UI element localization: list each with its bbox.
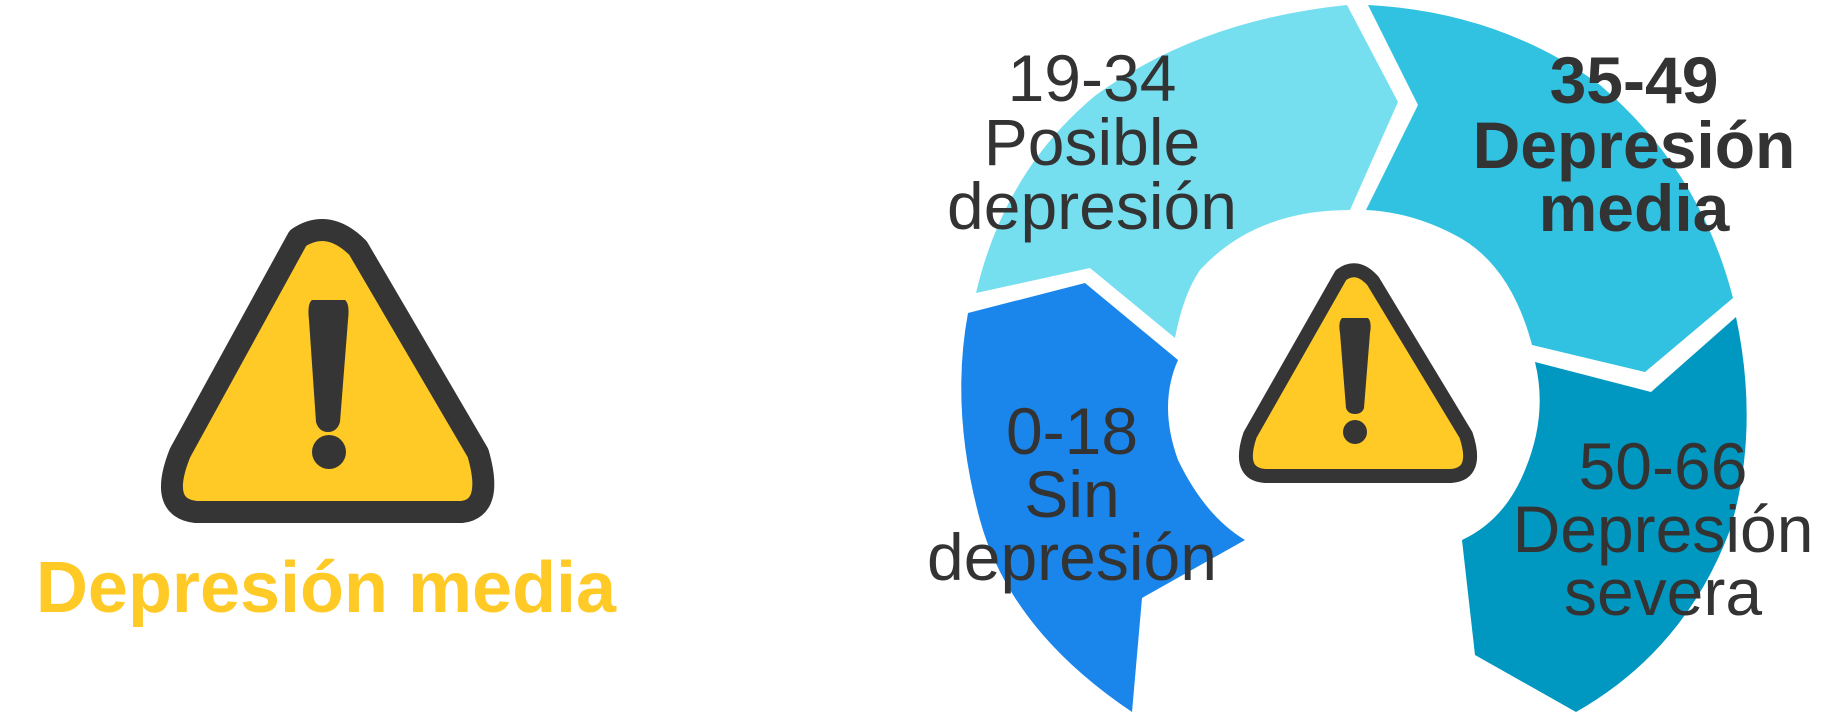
segment-line-2: depresión bbox=[927, 520, 1217, 594]
segment-line-2: depresión bbox=[947, 169, 1237, 243]
segment-line-1: Posible bbox=[984, 105, 1200, 179]
score-ring: 0-18 Sin depresión 19-34 Posible depresi… bbox=[927, 5, 1813, 712]
segment-range: 50-66 bbox=[1579, 429, 1748, 503]
segment-depresion-media bbox=[1366, 5, 1733, 372]
warning-icon-exclamation-dot bbox=[1343, 420, 1367, 444]
segment-range: 19-34 bbox=[1008, 41, 1177, 115]
center-warning-icon bbox=[1239, 263, 1477, 483]
segment-sin-depresion bbox=[961, 283, 1245, 712]
segment-line-1: Depresión bbox=[1513, 492, 1814, 566]
result-warning-icon bbox=[161, 219, 495, 523]
segment-posible-depresion bbox=[976, 5, 1398, 338]
segment-label-depresion-severa: 50-66 Depresión severa bbox=[1513, 429, 1814, 629]
segment-depresion-severa bbox=[1462, 317, 1747, 712]
warning-icon-exclamation-dot bbox=[312, 435, 346, 469]
segment-range: 35-49 bbox=[1550, 43, 1719, 117]
segment-label-depresion-media: 35-49 Depresión media bbox=[1473, 43, 1796, 245]
segment-line-1: Sin bbox=[1024, 457, 1119, 531]
warning-icon-exclamation-bar bbox=[1339, 318, 1371, 414]
segment-line-1: Depresión bbox=[1473, 108, 1796, 182]
segment-line-2: media bbox=[1539, 171, 1731, 245]
warning-icon-exclamation-bar bbox=[308, 300, 349, 432]
segment-label-sin-depresion: 0-18 Sin depresión bbox=[927, 394, 1217, 594]
segment-line-2: severa bbox=[1564, 555, 1762, 629]
segment-label-posible-depresion: 19-34 Posible depresión bbox=[947, 41, 1237, 243]
segment-range: 0-18 bbox=[1006, 394, 1138, 468]
result-label: Depresión media bbox=[36, 548, 617, 628]
